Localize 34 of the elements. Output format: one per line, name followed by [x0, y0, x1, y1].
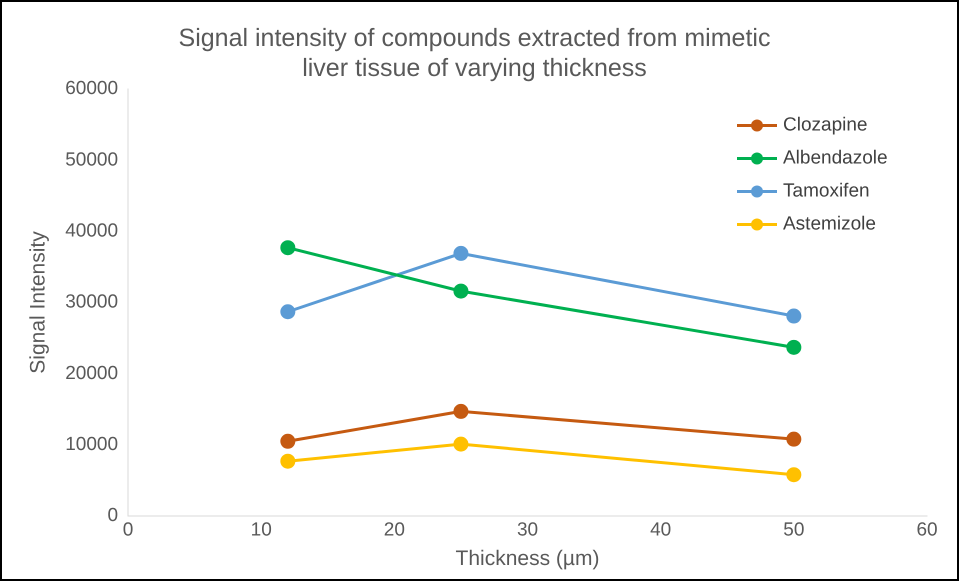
x-tick-label: 0	[122, 520, 134, 541]
x-tick-label: 60	[916, 520, 938, 541]
x-tick-label: 10	[250, 520, 272, 541]
x-axis-title: Thickness (µm)	[456, 547, 600, 570]
x-tick-label: 50	[783, 520, 804, 541]
point	[786, 467, 802, 482]
text: Signal intensity of compounds extracted from mimetic	[178, 24, 770, 52]
y-tick-label: 20000	[65, 362, 118, 384]
legend-label: Astemizole	[783, 214, 876, 235]
y-tick-label: 30000	[65, 292, 118, 313]
y-tick-label: 0	[107, 505, 118, 526]
x-tick-label: 20	[384, 520, 405, 541]
legend-label: Tamoxifen	[783, 180, 870, 202]
point	[786, 432, 802, 447]
point	[786, 340, 802, 355]
point	[453, 436, 468, 452]
y-tick-label: 10000	[65, 434, 118, 456]
y-tick-label: 60000	[65, 78, 118, 100]
point	[786, 308, 802, 324]
point	[453, 246, 468, 261]
point	[280, 454, 296, 469]
x-tick-label: 30	[516, 520, 538, 541]
legend-label: Albendazole	[783, 148, 888, 169]
legend-label: Clozapine	[783, 114, 868, 136]
point	[453, 284, 468, 299]
y-tick-label: 50000	[65, 149, 118, 170]
point	[280, 240, 296, 256]
point	[280, 304, 296, 320]
point	[453, 404, 468, 419]
y-axis-title: Signal Intensity	[26, 230, 50, 374]
text: liver tissue of varying thickness	[302, 54, 647, 82]
point	[280, 434, 296, 449]
y-tick-label: 40000	[65, 220, 118, 242]
x-tick-label: 40	[650, 520, 672, 541]
